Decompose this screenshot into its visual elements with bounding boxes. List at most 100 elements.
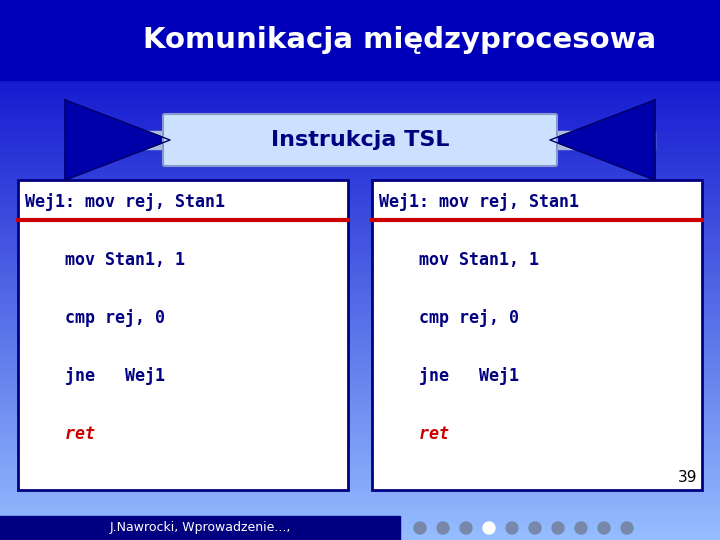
Bar xyxy=(0,53,720,57)
Bar xyxy=(0,439,720,443)
Bar xyxy=(0,309,720,313)
Bar xyxy=(0,355,720,359)
Bar xyxy=(0,315,720,319)
Bar xyxy=(0,498,720,502)
Bar xyxy=(550,131,655,149)
Bar xyxy=(0,212,720,216)
Bar xyxy=(0,0,720,3)
Bar xyxy=(0,37,720,40)
Bar xyxy=(0,107,720,111)
Bar xyxy=(0,264,720,267)
Bar xyxy=(0,320,720,324)
Bar xyxy=(0,2,720,5)
Bar xyxy=(0,204,720,208)
Bar xyxy=(0,396,720,400)
Bar xyxy=(0,534,720,537)
Bar xyxy=(0,220,720,224)
Bar xyxy=(0,66,720,70)
Bar xyxy=(0,453,720,456)
Bar xyxy=(0,258,720,262)
Polygon shape xyxy=(550,100,655,180)
Bar xyxy=(0,231,720,235)
Bar xyxy=(0,447,720,451)
Text: jne   Wej1: jne Wej1 xyxy=(379,367,519,385)
Bar xyxy=(0,201,720,205)
Bar xyxy=(0,112,720,116)
Bar xyxy=(0,504,720,508)
Bar xyxy=(0,531,720,535)
Text: Komunikacja międzyprocesowa: Komunikacja międzyprocesowa xyxy=(143,26,657,54)
Bar xyxy=(0,80,720,84)
Bar xyxy=(0,477,720,481)
Bar xyxy=(0,250,720,254)
Bar xyxy=(0,102,720,105)
Bar xyxy=(0,7,720,11)
Circle shape xyxy=(483,522,495,534)
Bar xyxy=(0,210,720,213)
Bar xyxy=(0,299,720,302)
Bar xyxy=(0,75,720,78)
Circle shape xyxy=(529,522,541,534)
Bar xyxy=(0,323,720,327)
Bar xyxy=(0,69,720,73)
Bar xyxy=(0,137,720,140)
Bar xyxy=(0,536,720,540)
Bar xyxy=(0,4,720,8)
Bar xyxy=(0,134,720,138)
Bar xyxy=(0,139,720,143)
Bar xyxy=(0,242,720,246)
Bar xyxy=(0,39,720,43)
Circle shape xyxy=(414,522,426,534)
Text: J.Nawrocki, Wprowadzenie...,: J.Nawrocki, Wprowadzenie..., xyxy=(109,522,291,535)
Bar xyxy=(0,345,720,348)
Bar xyxy=(0,350,720,354)
Bar xyxy=(0,215,720,219)
Bar xyxy=(0,282,720,286)
Bar xyxy=(0,50,720,54)
Bar xyxy=(0,434,720,437)
Bar xyxy=(0,461,720,464)
Bar xyxy=(0,193,720,197)
Bar xyxy=(0,480,720,483)
Bar xyxy=(0,247,720,251)
Bar xyxy=(0,404,720,408)
Bar xyxy=(0,172,720,176)
Bar xyxy=(0,269,720,273)
Bar xyxy=(0,31,720,35)
Bar xyxy=(0,21,720,24)
Bar xyxy=(0,147,720,151)
Bar xyxy=(0,528,720,532)
Circle shape xyxy=(506,522,518,534)
Bar xyxy=(0,482,720,486)
Bar xyxy=(0,358,720,362)
Bar xyxy=(0,458,720,462)
Bar xyxy=(0,156,720,159)
Bar xyxy=(0,266,720,270)
Bar xyxy=(0,412,720,416)
Bar xyxy=(0,129,720,132)
Bar xyxy=(0,145,720,148)
Bar xyxy=(0,517,720,521)
FancyBboxPatch shape xyxy=(163,114,557,166)
Bar xyxy=(0,64,720,68)
Bar xyxy=(0,390,720,394)
Bar xyxy=(0,277,720,281)
Text: Wej1: mov rej, Stan1: Wej1: mov rej, Stan1 xyxy=(379,193,579,211)
Bar xyxy=(0,304,720,308)
Bar xyxy=(0,363,720,367)
Bar xyxy=(0,188,720,192)
Bar xyxy=(0,466,720,470)
Bar xyxy=(0,196,720,200)
Text: ret: ret xyxy=(25,425,95,443)
Bar xyxy=(0,115,720,119)
Bar xyxy=(0,234,720,238)
Bar xyxy=(0,525,720,529)
Bar xyxy=(0,442,720,446)
Bar xyxy=(0,401,720,405)
Bar xyxy=(0,85,720,89)
Bar xyxy=(0,280,720,284)
Bar xyxy=(0,428,720,432)
Bar xyxy=(0,23,720,27)
Bar xyxy=(0,388,720,392)
Bar xyxy=(0,104,720,108)
